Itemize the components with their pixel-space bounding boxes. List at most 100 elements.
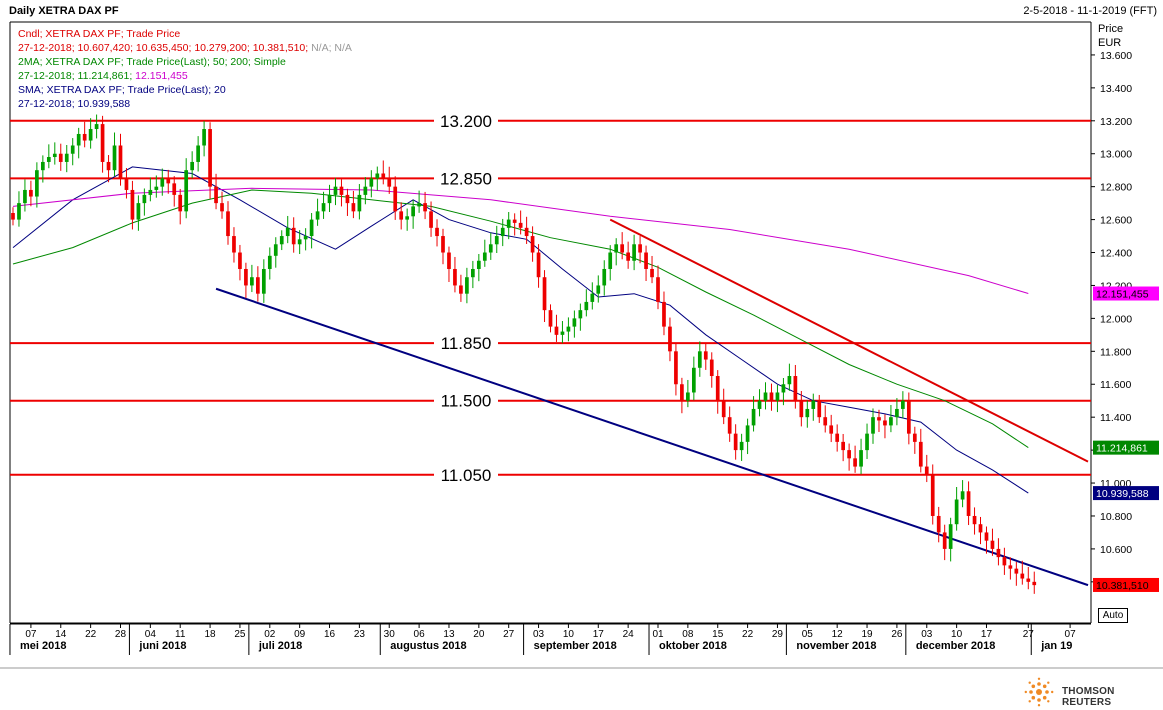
candle <box>465 267 469 304</box>
x-tick-label: 01 <box>652 629 664 640</box>
candle <box>656 265 660 310</box>
candle <box>1032 571 1037 594</box>
candle <box>841 433 845 462</box>
x-tick-label: 20 <box>473 629 485 640</box>
candle <box>972 507 977 535</box>
candle <box>285 215 290 244</box>
candle <box>459 274 463 302</box>
candle-body <box>912 433 917 442</box>
candle-body <box>948 524 953 549</box>
candle-body <box>393 186 398 212</box>
candle <box>727 406 732 442</box>
candle <box>823 405 828 433</box>
candle <box>238 244 242 281</box>
candle <box>82 121 87 148</box>
candle <box>453 256 457 293</box>
x-tick-label: 08 <box>682 629 694 640</box>
candle <box>721 388 726 425</box>
level-label: 11.850 <box>441 334 492 353</box>
candle-body <box>829 425 834 434</box>
candle-body <box>936 515 941 533</box>
candle <box>608 245 613 281</box>
legend-text: 27-12-2018; 11.214,861; <box>18 70 133 82</box>
candle <box>584 289 589 317</box>
candle-body <box>118 145 123 179</box>
candle <box>542 270 547 323</box>
candle <box>357 184 362 220</box>
candle <box>930 464 935 525</box>
candle-body <box>94 124 99 130</box>
auto-scale-button[interactable]: Auto <box>1098 608 1128 623</box>
x-tick-label: 22 <box>85 629 97 640</box>
value-badge <box>1093 286 1159 301</box>
x-tick-label: 24 <box>623 629 635 640</box>
candle-body <box>23 189 27 204</box>
x-tick-label: 23 <box>354 629 366 640</box>
candle <box>751 396 756 432</box>
candle <box>1020 560 1025 585</box>
candle <box>835 424 840 452</box>
candle <box>441 228 445 265</box>
y-tick-label: 12.800 <box>1100 182 1132 194</box>
candle-body <box>745 425 750 442</box>
candle <box>35 162 39 208</box>
level-label-bg <box>434 333 498 354</box>
candle <box>411 199 415 229</box>
candle-body <box>214 186 218 204</box>
candle <box>339 179 344 207</box>
level-label: 11.500 <box>441 392 492 411</box>
candle <box>620 232 625 260</box>
candle-body <box>733 433 738 451</box>
candle <box>476 254 481 282</box>
y-tick-label: 11.400 <box>1100 412 1131 424</box>
candle-body <box>530 236 535 253</box>
candle-body <box>1026 578 1031 582</box>
candle <box>805 400 810 428</box>
candle-body <box>100 124 105 162</box>
x-tick-label: 10 <box>563 629 575 640</box>
candle-body <box>799 400 804 418</box>
trendline-support <box>215 287 1089 587</box>
candle-body <box>166 178 171 184</box>
candle-body <box>805 408 810 418</box>
candle <box>948 517 953 562</box>
value-badge-label: 11.214,861 <box>1096 443 1148 455</box>
candle-body <box>178 194 183 212</box>
candle-body <box>112 145 117 171</box>
candle <box>524 216 529 244</box>
candle-body <box>488 244 493 253</box>
candle-body <box>339 186 344 195</box>
candle <box>363 177 368 205</box>
candle <box>297 230 302 255</box>
legend-line: 27-12-2018; 10.607,420; 10.635,450; 10.2… <box>18 42 352 54</box>
x-tick-label: 05 <box>802 629 814 640</box>
chart-title: Daily XETRA DAX PF <box>9 5 119 17</box>
candle <box>471 260 475 289</box>
candle-body <box>614 244 619 253</box>
candle <box>865 423 869 460</box>
candle-body <box>375 173 380 179</box>
candle <box>142 188 147 216</box>
candle-body <box>602 268 607 286</box>
candle <box>680 377 684 414</box>
candle <box>208 122 212 199</box>
candle <box>196 136 200 172</box>
candle <box>745 418 750 455</box>
ma-line-ma-200 <box>12 187 1029 294</box>
candle <box>1014 561 1019 586</box>
y-tick-label: 11.800 <box>1100 346 1131 358</box>
y-tick-label: 12.400 <box>1100 248 1132 260</box>
value-badge-label: 12.151,455 <box>1096 289 1149 301</box>
plot-frame <box>9 21 1092 624</box>
candle-body <box>554 326 559 335</box>
candle-body <box>500 227 505 237</box>
candle <box>644 245 648 282</box>
candle <box>859 438 863 475</box>
candle-body <box>620 244 625 253</box>
x-tick-label: 19 <box>861 629 873 640</box>
candle <box>901 391 905 419</box>
candle <box>895 398 899 426</box>
candle <box>554 314 559 342</box>
candle <box>512 213 517 236</box>
